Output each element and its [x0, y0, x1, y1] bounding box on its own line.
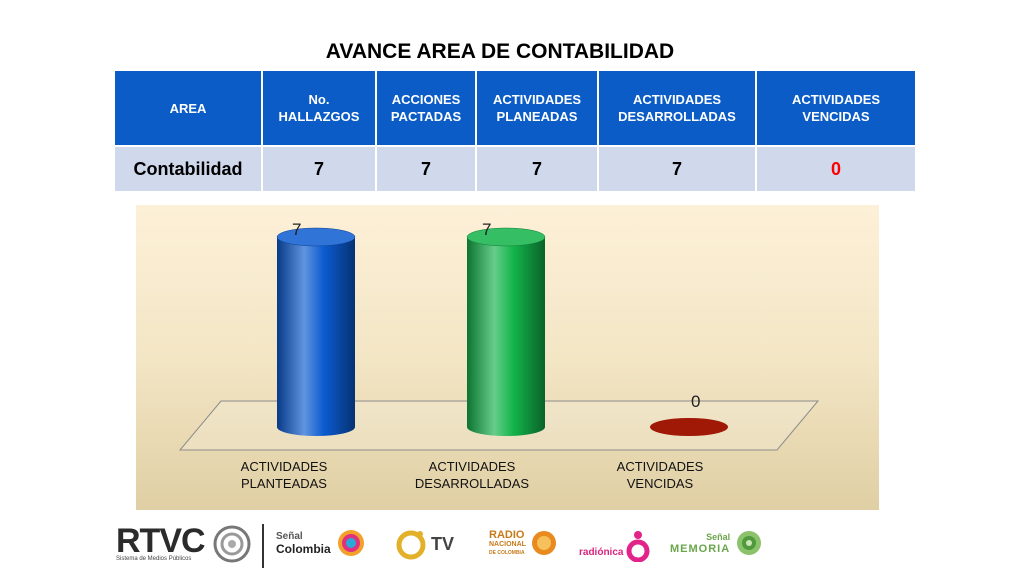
- senal-memoria-text-1: Señal: [706, 532, 731, 542]
- senal-memoria-text-2: MEMORIA: [670, 543, 731, 555]
- rtvc-swirl-icon: [213, 525, 251, 563]
- column-header-line: DESARROLLADAS: [618, 109, 736, 124]
- column-header: ACTIVIDADES PLANEADAS: [475, 69, 599, 147]
- radionica-logo: radiónica: [579, 530, 651, 562]
- chart-panel: 7 ACTIVIDADES PLANTEADAS 7 ACTIVIDADES DESARR…: [136, 205, 879, 510]
- value-cell: 7: [375, 145, 477, 193]
- page-title: AVANCE AREA DE CONTABILIDAD: [325, 40, 675, 63]
- category-label: DESARROLLADAS: [415, 476, 529, 491]
- column-header-line: No.: [308, 92, 330, 107]
- radio-nacional-text-3: DE COLOMBIA: [489, 550, 525, 556]
- radio-nacional-text-1: RADIO: [489, 529, 525, 541]
- radio-nacional-swirl-icon: [531, 531, 556, 555]
- column-header-line: VENCIDAS: [802, 109, 870, 124]
- bar-chart: 7 ACTIVIDADES PLANTEADAS 7 ACTIVIDADES DESARR…: [178, 220, 820, 491]
- column-header: ACCIONES PACTADAS: [375, 69, 477, 147]
- bar-cylinder-body: [467, 237, 545, 436]
- data-label: 7: [292, 220, 301, 239]
- category-label: VENCIDAS: [627, 476, 694, 491]
- bar-cylinder-flat: [650, 418, 728, 436]
- bar-cylinder-body: [277, 237, 355, 436]
- column-header-line: ACTIVIDADES: [791, 92, 881, 107]
- area-cell: Contabilidad: [113, 145, 263, 193]
- column-header-line: ACTIVIDADES: [632, 92, 722, 107]
- table-row: Contabilidad 7 7 7 7 0: [113, 145, 917, 193]
- value-cell: 7: [597, 145, 757, 193]
- senal-colombia-text-1: Señal: [276, 531, 303, 542]
- radio-nacional-text-2: NACIONAL: [489, 541, 526, 548]
- footer-logos: RTVC Sistema de Medios Públicos Señal Co…: [0, 518, 1024, 576]
- canal-tv-logo: TV: [395, 528, 454, 560]
- senal-colombia-swirl-icon: [337, 530, 364, 556]
- footer-divider: [262, 524, 264, 568]
- senal-colombia-logo: Señal Colombia: [276, 528, 368, 558]
- category-label: ACTIVIDADES: [241, 459, 328, 474]
- senal-colombia-text-2: Colombia: [276, 542, 331, 556]
- category-label: PLANTEADAS: [241, 476, 327, 491]
- rtvc-logo-subtitle: Sistema de Medios Públicos: [116, 556, 192, 562]
- value-cell: 7: [475, 145, 599, 193]
- value-cell: 0: [755, 145, 917, 193]
- senal-memoria-swirl-icon: [737, 531, 762, 555]
- column-header-line: AREA: [169, 100, 207, 116]
- table-header-row: AREA No. HALLAZGOS ACCIONES PACTADAS ACTIVIDA…: [113, 69, 917, 147]
- value-cell: 7: [261, 145, 377, 193]
- radio-nacional-logo: RADIO NACIONAL DE COLOMBIA: [489, 529, 559, 557]
- data-label: 7: [482, 220, 491, 239]
- column-header: No. HALLAZGOS: [261, 69, 377, 147]
- column-header-line: PLANEADAS: [496, 109, 578, 124]
- column-header-line: ACCIONES: [391, 92, 461, 107]
- column-header: ACTIVIDADES DESARROLLADAS: [597, 69, 757, 147]
- bar-cylinder-top: [466, 227, 546, 247]
- data-label: 0: [691, 392, 700, 411]
- rtvc-logo: RTVC Sistema de Medios Públicos: [116, 524, 255, 564]
- canal-tv-icon: [396, 530, 426, 560]
- column-header: ACTIVIDADES VENCIDAS: [755, 69, 917, 147]
- canal-tv-text: TV: [431, 533, 455, 554]
- column-header-line: PACTADAS: [390, 109, 462, 124]
- summary-table: AREA No. HALLAZGOS ACCIONES PACTADAS ACTIVIDA…: [113, 69, 917, 193]
- category-label: ACTIVIDADES: [429, 459, 516, 474]
- column-header: AREA: [113, 69, 263, 147]
- category-label: ACTIVIDADES: [617, 459, 704, 474]
- senal-memoria-logo: Señal MEMORIA: [670, 528, 765, 558]
- rtvc-logo-text: RTVC: [116, 522, 206, 560]
- column-header-line: HALLAZGOS: [278, 109, 360, 124]
- bar-cylinder-top: [276, 227, 356, 247]
- radionica-icon: [626, 531, 650, 562]
- radionica-text: radiónica: [579, 546, 624, 558]
- column-header-line: ACTIVIDADES: [492, 92, 582, 107]
